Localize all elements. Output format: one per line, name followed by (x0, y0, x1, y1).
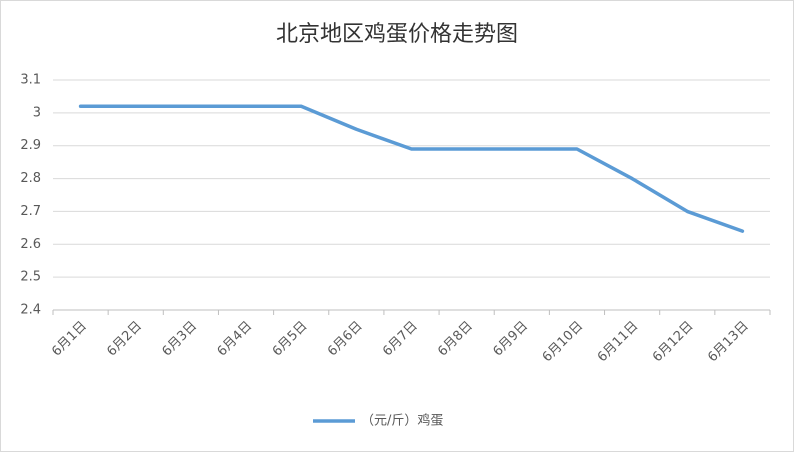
y-tick-label: 2.7 (20, 204, 41, 219)
legend-label: （元/斤）鸡蛋 (361, 413, 443, 429)
y-tick-label: 2.4 (20, 303, 41, 318)
y-tick-label: 2.8 (20, 171, 41, 186)
y-tick-label: 3 (33, 105, 41, 120)
y-tick-label: 2.6 (20, 237, 41, 252)
chart-title: 北京地区鸡蛋价格走势图 (276, 22, 518, 47)
y-tick-label: 2.9 (20, 138, 41, 153)
y-tick-label: 2.5 (20, 270, 41, 285)
y-tick-label: 3.1 (20, 73, 41, 88)
data-line (78, 104, 745, 233)
